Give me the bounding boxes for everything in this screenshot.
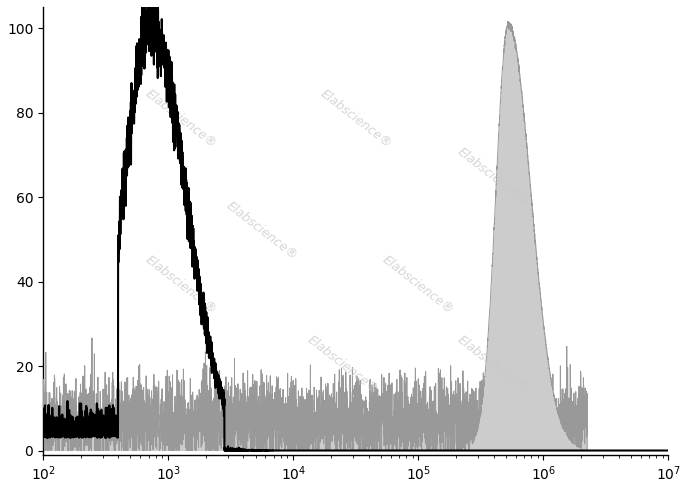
Text: Elabscience®: Elabscience®	[224, 199, 300, 263]
Text: Elabscience®: Elabscience®	[380, 253, 456, 317]
Text: Elabscience®: Elabscience®	[305, 333, 381, 397]
Text: Elabscience®: Elabscience®	[455, 333, 531, 397]
Text: Elabscience®: Elabscience®	[318, 87, 394, 150]
Text: Elabscience®: Elabscience®	[142, 253, 219, 317]
Text: Elabscience®: Elabscience®	[142, 87, 219, 150]
Text: Elabscience®: Elabscience®	[455, 146, 531, 209]
